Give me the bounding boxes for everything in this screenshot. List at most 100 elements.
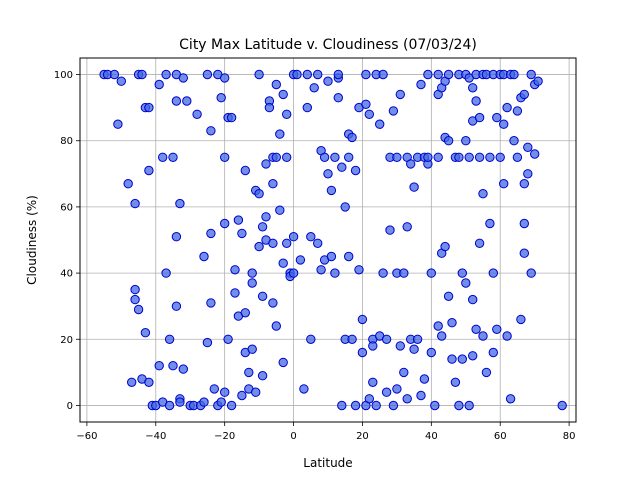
- data-point: [395, 89, 405, 100]
- data-point: [481, 367, 492, 378]
- data-point: [509, 69, 519, 80]
- data-point: [306, 334, 316, 344]
- data-point: [474, 112, 485, 123]
- data-point: [344, 251, 354, 262]
- data-point: [492, 112, 502, 123]
- data-point: [254, 241, 264, 252]
- data-point: [220, 218, 230, 229]
- data-point: [216, 397, 226, 407]
- data-point: [519, 218, 529, 229]
- data-point: [419, 374, 430, 384]
- data-point: [361, 99, 371, 110]
- data-point: [168, 152, 178, 163]
- data-point: [357, 347, 368, 358]
- data-point: [474, 152, 485, 163]
- data-point: [282, 152, 292, 163]
- data-point: [268, 179, 278, 189]
- y-tick-label: 40: [60, 269, 73, 280]
- data-point: [233, 215, 244, 225]
- data-point: [313, 69, 323, 80]
- x-tick-label: −60: [76, 431, 97, 442]
- data-point: [251, 387, 261, 397]
- data-point: [127, 377, 137, 387]
- data-point: [220, 152, 230, 163]
- data-point: [468, 351, 478, 361]
- data-point: [364, 394, 374, 404]
- data-point: [288, 232, 299, 242]
- data-point: [488, 347, 498, 358]
- y-tick-label: 20: [60, 335, 73, 346]
- data-point: [340, 202, 350, 212]
- data-point: [395, 341, 405, 351]
- data-point: [364, 109, 374, 120]
- data-point: [278, 357, 288, 368]
- data-point: [471, 96, 481, 106]
- data-point: [392, 152, 402, 163]
- data-point: [237, 228, 247, 239]
- data-point: [278, 89, 288, 100]
- data-point: [409, 344, 419, 354]
- data-point: [254, 69, 264, 80]
- data-point: [381, 334, 392, 344]
- data-point: [392, 384, 402, 394]
- data-point: [116, 76, 127, 86]
- data-point: [354, 265, 364, 275]
- data-point: [533, 76, 543, 86]
- data-point: [271, 152, 281, 163]
- data-point: [526, 268, 536, 278]
- data-point: [257, 371, 268, 381]
- data-point: [130, 198, 140, 209]
- data-point: [244, 367, 254, 378]
- data-point: [519, 179, 529, 189]
- data-point: [275, 205, 285, 215]
- data-point: [275, 129, 285, 139]
- data-point: [485, 152, 495, 163]
- data-point: [206, 298, 216, 308]
- data-point: [175, 198, 185, 209]
- data-point: [220, 387, 230, 397]
- data-point: [368, 341, 378, 351]
- data-point: [450, 377, 461, 387]
- data-point: [192, 109, 202, 120]
- data-point: [509, 136, 519, 146]
- data-point: [226, 400, 237, 411]
- x-tick-label: 20: [356, 431, 369, 442]
- data-point: [171, 301, 182, 311]
- data-point: [399, 367, 409, 378]
- data-point: [457, 354, 467, 364]
- data-point: [388, 400, 399, 411]
- data-point: [516, 314, 526, 325]
- data-point: [254, 189, 264, 199]
- data-point: [247, 344, 257, 354]
- data-point: [378, 69, 388, 80]
- data-point: [492, 324, 502, 334]
- data-point: [412, 334, 423, 344]
- data-point: [443, 291, 454, 301]
- data-point: [261, 159, 271, 169]
- x-tick-label: −40: [145, 431, 166, 442]
- data-point: [333, 69, 343, 80]
- data-point: [268, 298, 278, 308]
- data-point: [319, 152, 330, 163]
- data-point: [313, 238, 323, 249]
- data-point: [261, 212, 271, 222]
- ticks-layer: −60 −40 −20 0 20 40 60 80 0 20 40 60 80 100: [54, 70, 576, 442]
- data-point: [416, 79, 426, 90]
- x-tick-label: −20: [214, 431, 235, 442]
- data-point: [402, 222, 412, 232]
- y-tick-label: 100: [54, 70, 73, 81]
- data-point: [433, 69, 443, 80]
- x-tick-label: 0: [290, 431, 296, 442]
- data-point: [237, 390, 247, 401]
- data-point: [154, 79, 164, 90]
- data-point: [478, 189, 488, 199]
- data-point: [433, 152, 443, 163]
- data-point: [557, 400, 567, 411]
- data-point: [488, 268, 498, 278]
- data-point: [182, 96, 192, 106]
- data-point: [471, 324, 481, 334]
- data-point: [375, 119, 385, 129]
- plot-frame: [79, 57, 577, 423]
- data-point: [347, 132, 357, 143]
- data-point: [278, 258, 288, 268]
